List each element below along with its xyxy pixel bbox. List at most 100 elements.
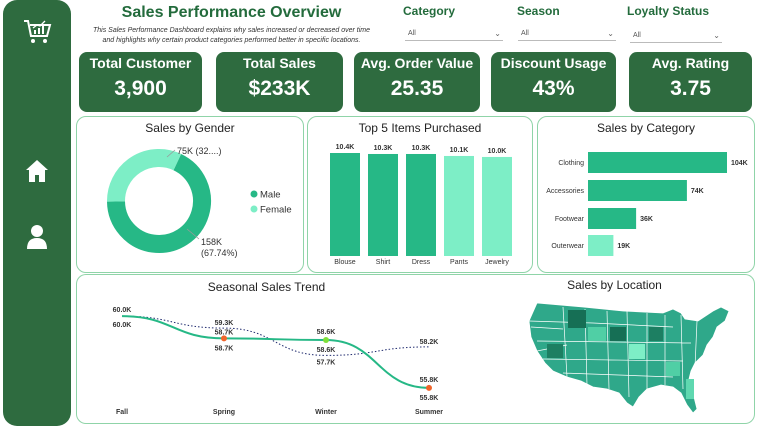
season-filter-value: All [521, 30, 529, 37]
data-label: (67.74%) [201, 248, 238, 258]
bar-clothing [588, 152, 727, 173]
kpi-value: 3,900 [114, 77, 167, 100]
leader-line [166, 149, 176, 158]
data-label: 10.0K [488, 148, 507, 155]
point-marker [426, 384, 432, 391]
gender-donut-chart: 158K(67.74%) 75K (32....) Male Female [107, 146, 292, 258]
data-label: 58.2K [420, 339, 439, 346]
legend-marker [250, 205, 258, 213]
data-label: 58.7K [215, 345, 234, 352]
seasonal-line-chart: 60.0K 58.7K 58.6K 55.8K 60.0K 58.7K 58.6K 55.8K… [113, 307, 444, 416]
map-region-light [666, 362, 680, 376]
donut-slice-male [107, 153, 211, 253]
season-filter-dropdown[interactable]: All ⌄ [518, 27, 616, 41]
category-filter-label: Category [403, 4, 456, 18]
category-bar-chart: Clothing 104K Accessories 74K Footwear 36K Out… [546, 152, 748, 256]
line-series-solid [121, 315, 430, 389]
legend-label: Female [260, 205, 292, 216]
kpi-avg-rating: Avg. Rating 3.75 [629, 52, 752, 112]
home-icon[interactable] [3, 158, 71, 184]
bar-pants [444, 155, 474, 256]
bar-footwear [588, 208, 637, 229]
chevron-down-icon: ⌄ [713, 31, 720, 40]
items-chart-panel: Top 5 Items Purchased 10.4K Blouse 10.3K Sh… [307, 116, 533, 273]
kpi-value: 25.35 [390, 77, 444, 100]
line-series-dotted [121, 315, 430, 356]
tick-label: Accessories [546, 188, 584, 195]
data-label: 10.1K [450, 147, 469, 154]
kpi-total-customer: Total Customer 3,900 [79, 52, 202, 112]
chevron-down-icon: ⌄ [494, 29, 501, 38]
tick-label: Shirt [376, 259, 390, 266]
chart-title: Top 5 Items Purchased [358, 121, 482, 135]
data-label: 60.0K [113, 307, 132, 314]
tick-label: Blouse [334, 259, 356, 266]
map-title: Sales by Location [567, 278, 662, 292]
bar-outerwear [588, 235, 614, 256]
tick-label: Winter [315, 409, 337, 416]
data-label: 10.3K [412, 145, 431, 152]
kpi-label: Avg. Order Value [360, 55, 474, 71]
map-region-high [547, 344, 563, 358]
tick-label: Spring [213, 409, 235, 416]
tick-label: Fall [116, 409, 128, 416]
season-filter-label: Season [517, 4, 560, 18]
bar-accessories [588, 180, 687, 201]
loyalty-filter-dropdown[interactable]: All ⌄ [630, 29, 722, 43]
map-region-light [686, 379, 694, 399]
map-region-high [649, 327, 663, 341]
location-map-panel: Sales by Location [505, 274, 755, 424]
tick-label: Dress [412, 259, 431, 266]
chevron-down-icon: ⌄ [607, 29, 614, 38]
legend-marker [250, 190, 258, 198]
kpi-avg-order-value: Avg. Order Value 25.35 [354, 52, 480, 112]
kpi-label: Total Sales [243, 55, 316, 71]
tick-label: Outerwear [551, 243, 584, 250]
kpi-label: Total Customer [89, 55, 192, 71]
kpi-discount-usage: Discount Usage 43% [491, 52, 616, 112]
map-region-high [610, 327, 626, 341]
leader-line [186, 228, 200, 240]
kpi-value: 3.75 [670, 77, 711, 100]
data-label: 57.7K [317, 359, 336, 366]
data-label: 74K [691, 188, 704, 195]
point-marker [323, 337, 329, 344]
cart-chart-icon[interactable] [3, 17, 71, 45]
items-bar-chart: 10.4K Blouse 10.3K Shirt 10.3K Dress 10.1K Pant… [330, 144, 512, 266]
bar-jewelry [482, 156, 512, 256]
donut-slice-female [107, 149, 182, 202]
kpi-value: 43% [532, 77, 575, 100]
tick-label: Pants [450, 259, 468, 266]
sidebar [3, 0, 71, 426]
data-label: 104K [731, 160, 748, 167]
kpi-total-sales: Total Sales $233K [216, 52, 343, 112]
page-subtitle: This Sales Performance Dashboard explain… [84, 26, 379, 46]
bar-blouse [330, 153, 360, 256]
data-label: 58.7K [215, 329, 234, 336]
data-label: 55.8K [420, 377, 439, 384]
category-filter-value: All [408, 30, 416, 37]
page-title: Sales Performance Overview [121, 4, 342, 21]
subtitle-line-1: This Sales Performance Dashboard explain… [92, 27, 371, 34]
map-region-light [629, 344, 645, 359]
data-label: 36K [640, 216, 653, 223]
user-icon[interactable] [3, 224, 71, 250]
loyalty-filter-value: All [633, 32, 641, 39]
trend-chart-panel: Seasonal Sales Trend 60.0K 58.7K 58.6K 55.8… [76, 274, 506, 424]
data-label: 60.0K [113, 322, 132, 329]
data-label: 10.4K [336, 144, 355, 151]
category-filter-dropdown[interactable]: All ⌄ [405, 27, 503, 41]
data-label: 58.6K [317, 329, 336, 336]
gender-chart-panel: Sales by Gender 158K (67.74%) 75K (32....)… [76, 116, 304, 273]
kpi-label: Avg. Rating [651, 55, 730, 71]
us-map[interactable] [523, 297, 738, 419]
map-region-light [588, 327, 606, 341]
chart-title: Sales by Gender [145, 121, 235, 135]
tick-label: Clothing [558, 160, 584, 167]
data-label: 10.3K [374, 145, 393, 152]
legend-label: Male [260, 190, 281, 201]
point-marker [221, 335, 227, 342]
kpi-value: $233K [248, 77, 311, 100]
data-label: 58.6K [317, 347, 336, 354]
map-region-high [568, 310, 586, 328]
